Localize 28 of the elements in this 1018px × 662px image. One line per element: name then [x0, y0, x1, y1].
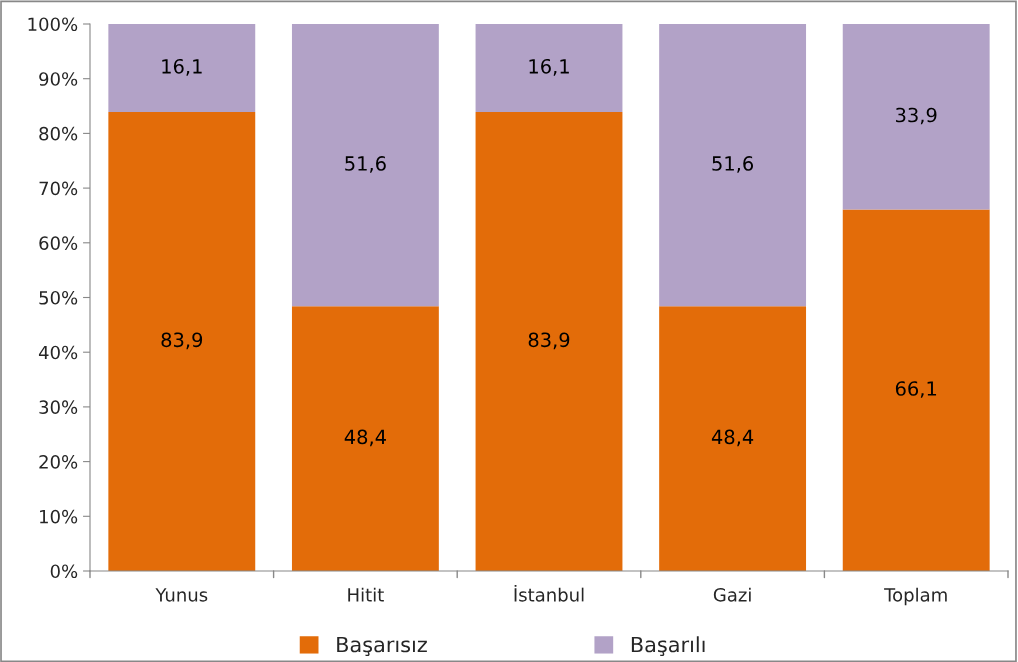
x-tick-label: Gazi: [713, 587, 751, 602]
y-tick-label: 10%: [40, 509, 78, 524]
y-tick-label: 70%: [39, 181, 78, 196]
x-tick-label: Yunus: [155, 588, 208, 602]
data-label: 16,1: [162, 58, 202, 76]
data-label: 66,1: [895, 381, 937, 398]
y-tick-label: 60%: [39, 236, 78, 250]
legend-label: Başarısız: [337, 636, 427, 657]
data-label: 48,4: [344, 429, 386, 447]
data-label: 51,6: [712, 156, 754, 173]
legend-label: Başarılı: [631, 636, 705, 657]
y-tick-label: 40%: [38, 345, 78, 360]
x-tick-label: İstanbul: [514, 584, 584, 602]
y-tick-label: 50%: [39, 290, 78, 305]
y-tick-label: 100%: [28, 17, 78, 32]
data-label: 51,6: [345, 156, 386, 173]
data-label: 33,9: [896, 107, 937, 125]
x-tick-label: Toplam: [884, 587, 947, 606]
y-tick-label: 30%: [39, 400, 78, 415]
y-tick-label: 20%: [39, 455, 78, 469]
y-tick-label: 90%: [39, 72, 78, 86]
data-label: 48,4: [711, 429, 754, 447]
y-tick-label: 80%: [39, 126, 78, 141]
x-tick-label: Hitit: [348, 587, 384, 602]
data-label: 83,9: [528, 332, 570, 350]
data-label: 16,1: [529, 58, 569, 76]
data-label: 83,9: [161, 332, 203, 350]
y-tick-label: 0%: [50, 564, 78, 579]
